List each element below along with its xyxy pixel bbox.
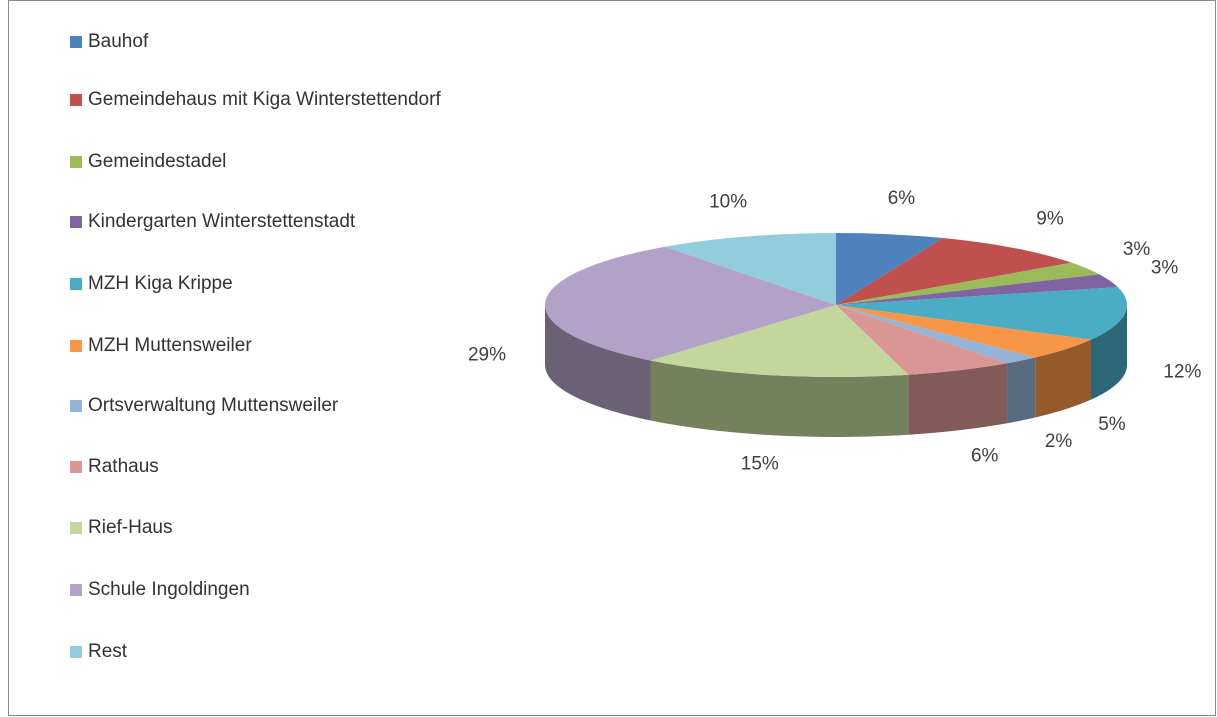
legend-swatch (70, 278, 82, 290)
slice-side (650, 360, 909, 437)
legend-swatch (70, 400, 82, 412)
legend-item: MZH Muttensweiler (70, 334, 445, 358)
legend-label: Gemeindestadel (88, 151, 227, 172)
slice (836, 305, 1092, 358)
legend-swatch (70, 340, 82, 352)
data-label: 3% (1123, 239, 1151, 260)
legend-label: Rest (88, 641, 128, 662)
legend-swatch (70, 646, 82, 658)
legend-item: MZH Kiga Krippe (70, 272, 445, 296)
slice (836, 274, 1118, 305)
legend-label: Rathaus (88, 456, 159, 477)
legend-label: Ortsverwaltung Muttensweiler (88, 395, 339, 416)
legend-swatch (70, 216, 82, 228)
legend-label: Schule Ingoldingen (88, 579, 250, 600)
legend-label: MZH Kiga Krippe (88, 273, 233, 294)
legend-item: Rathaus (70, 455, 445, 479)
legend-label: Gemeindehaus mit Kiga Winterstettendorf (88, 89, 441, 110)
legend-item: Gemeindehaus mit Kiga Winterstettendorf (70, 88, 445, 112)
slice (836, 305, 1008, 375)
legend-item: Kindergarten Winterstettenstadt (70, 210, 445, 234)
legend-label: Kindergarten Winterstettenstadt (88, 211, 356, 232)
legend-item: Bauhof (70, 30, 445, 54)
legend-item: Schule Ingoldingen (70, 578, 445, 602)
slice (545, 246, 836, 361)
legend-item: Rest (70, 640, 445, 664)
legend-swatch (70, 94, 82, 106)
data-label: 6% (888, 188, 916, 209)
slice (836, 287, 1127, 340)
slice-side (1091, 305, 1127, 400)
legend-item: Gemeindestadel (70, 150, 445, 174)
slice (836, 305, 1036, 364)
slice (836, 262, 1100, 305)
data-label: 10% (709, 191, 747, 212)
legend-item: Rief-Haus (70, 516, 445, 540)
legend-swatch (70, 461, 82, 473)
data-label: 12% (1163, 362, 1201, 383)
slice (664, 233, 836, 305)
data-label: 29% (468, 345, 506, 366)
data-label: 9% (1036, 209, 1064, 230)
legend-swatch (70, 36, 82, 48)
slice-side (1035, 339, 1092, 418)
slice (836, 233, 944, 305)
legend-swatch (70, 156, 82, 168)
slice (650, 305, 909, 378)
slice-side (545, 305, 651, 421)
data-label: 15% (741, 453, 779, 474)
legend-label: MZH Muttensweiler (88, 335, 252, 356)
slice (836, 238, 1072, 305)
legend-label: Bauhof (88, 31, 149, 52)
data-label: 5% (1098, 414, 1126, 435)
legend-swatch (70, 584, 82, 596)
legend-item: Ortsverwaltung Muttensweiler (70, 394, 445, 418)
chart-border (8, 0, 1216, 716)
data-label: 6% (971, 446, 999, 467)
data-label: 2% (1045, 431, 1073, 452)
legend-label: Rief-Haus (88, 517, 173, 538)
data-label: 3% (1151, 257, 1179, 278)
slice-side (908, 363, 1008, 435)
slice-side (1007, 357, 1036, 424)
legend-swatch (70, 522, 82, 534)
